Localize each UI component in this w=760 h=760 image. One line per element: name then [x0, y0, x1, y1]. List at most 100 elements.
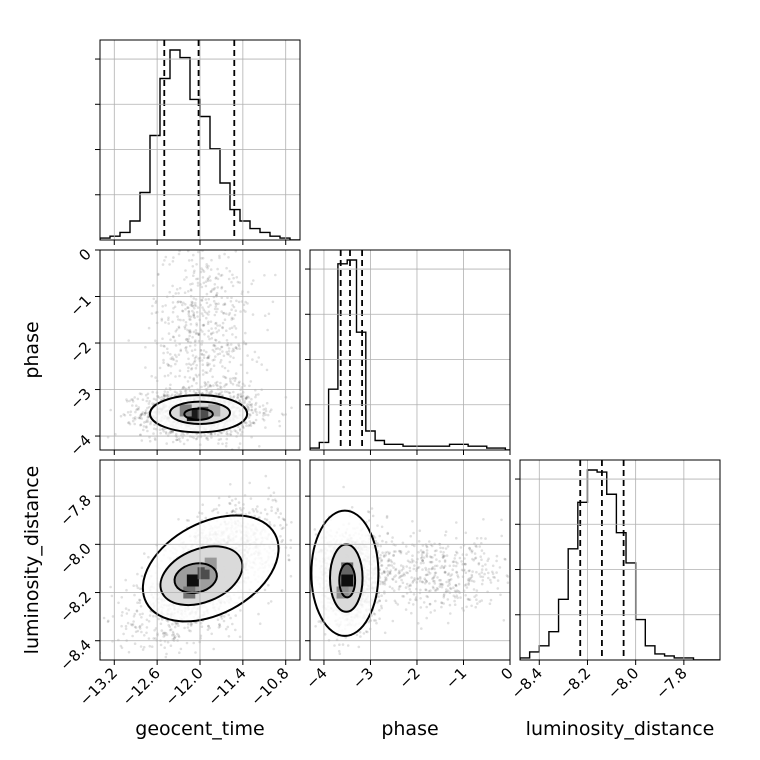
scatter-point [190, 368, 193, 371]
scatter-point [211, 348, 215, 352]
scatter-point [132, 584, 135, 587]
scatter-point [161, 263, 165, 266]
scatter-point [268, 410, 272, 413]
scatter-point [170, 242, 173, 245]
scatter-point [216, 433, 220, 437]
scatter-point [193, 356, 197, 360]
scatter-point [216, 324, 219, 327]
scatter-point [126, 621, 130, 625]
scatter-point [196, 281, 200, 285]
scatter-point [250, 408, 254, 412]
scatter-point [179, 391, 183, 394]
scatter-point [237, 300, 241, 304]
scatter-point [239, 363, 243, 367]
scatter-point [191, 217, 194, 220]
scatter-point [201, 359, 204, 362]
scatter-point [160, 319, 164, 322]
scatter-point [226, 343, 230, 347]
scatter-point [237, 381, 241, 385]
scatter-point [194, 366, 198, 370]
scatter-point [225, 312, 228, 316]
scatter-point [228, 391, 232, 395]
scatter-point [218, 348, 222, 351]
scatter-point [231, 347, 235, 351]
scatter-point [141, 411, 145, 414]
scatter-point [166, 640, 170, 644]
scatter-point [237, 425, 240, 429]
scatter-point [175, 438, 178, 442]
scatter-point [102, 616, 106, 620]
scatter-point [148, 644, 152, 648]
scatter-point [254, 507, 258, 511]
scatter-point [207, 310, 211, 314]
x-tick-label: −13.2 [76, 664, 121, 709]
scatter-point [163, 646, 166, 649]
scatter-point [289, 574, 293, 578]
scatter-point [165, 442, 168, 445]
scatter-point [201, 296, 205, 299]
scatter-point [279, 512, 283, 515]
scatter-point [195, 263, 198, 266]
scatter-point [232, 349, 236, 352]
scatter-point [205, 301, 209, 305]
scatter-point [159, 643, 163, 647]
scatter-point [171, 630, 175, 634]
scatter-point [196, 247, 199, 250]
scatter-point [178, 651, 181, 654]
scatter-point [232, 395, 236, 398]
scatter-point [218, 256, 221, 260]
scatter-point [245, 424, 248, 428]
scatter-point [192, 377, 196, 380]
scatter-point [138, 416, 142, 419]
scatter-point [303, 515, 306, 518]
scatter-point [374, 619, 378, 622]
scatter-point [222, 303, 225, 307]
scatter-point [206, 279, 210, 283]
scatter-point [159, 344, 163, 347]
scatter-point [279, 524, 282, 527]
scatter-point [205, 363, 209, 367]
scatter-point [154, 637, 157, 640]
scatter-point [135, 408, 138, 412]
scatter-point [174, 375, 177, 378]
scatter-point [233, 510, 237, 513]
scatter-point [202, 281, 206, 285]
scatter-point [142, 425, 146, 428]
scatter-point [144, 411, 147, 415]
scatter-point [223, 252, 226, 256]
scatter-point [268, 520, 271, 524]
y-tick-label: 0 [75, 245, 94, 264]
scatter-point [203, 381, 207, 384]
scatter-point [210, 333, 213, 336]
scatter-point [143, 411, 147, 415]
scatter-point [194, 391, 198, 395]
scatter-point [236, 393, 240, 397]
scatter-point [165, 393, 168, 397]
density-cell [208, 404, 221, 417]
scatter-point [124, 578, 127, 582]
scatter-point [189, 629, 192, 633]
scatter-point [232, 356, 235, 360]
scatter-point [247, 424, 250, 428]
scatter-point [207, 355, 210, 359]
scatter-point [170, 393, 174, 397]
scatter-point [190, 300, 193, 304]
scatter-point [204, 371, 207, 374]
scatter-point [173, 636, 176, 640]
scatter-point [162, 430, 165, 433]
scatter-point [207, 320, 210, 324]
scatter-point [289, 538, 293, 542]
scatter-point [175, 432, 178, 436]
scatter-point [163, 631, 167, 635]
scatter-point [246, 354, 249, 357]
scatter-point [190, 302, 194, 306]
scatter-point [177, 318, 180, 321]
scatter-point [162, 351, 165, 355]
scatter-point [223, 615, 226, 618]
scatter-point [235, 507, 238, 511]
scatter-point [186, 246, 189, 249]
scatter-point [212, 384, 215, 387]
scatter-point [158, 396, 161, 400]
scatter-point [220, 345, 224, 349]
scatter-point [197, 332, 200, 335]
